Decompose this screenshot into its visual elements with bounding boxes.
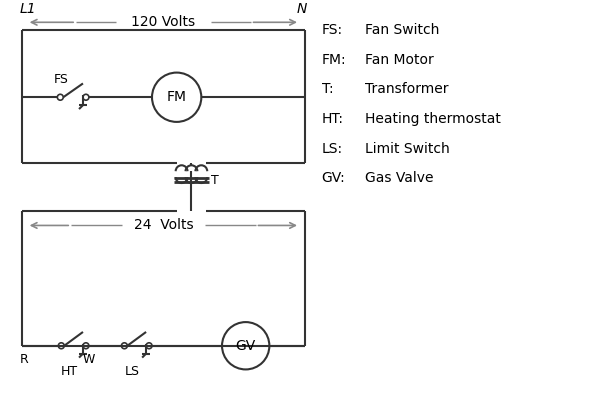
Text: FM:: FM: xyxy=(322,53,346,67)
Text: GV:: GV: xyxy=(322,171,345,185)
Text: FS:: FS: xyxy=(322,23,343,37)
Text: Fan Motor: Fan Motor xyxy=(365,53,434,67)
Text: HT:: HT: xyxy=(322,112,343,126)
Text: 24  Volts: 24 Volts xyxy=(133,218,193,232)
Text: Heating thermostat: Heating thermostat xyxy=(365,112,501,126)
Text: FS: FS xyxy=(54,73,68,86)
Text: Limit Switch: Limit Switch xyxy=(365,142,450,156)
Text: LS: LS xyxy=(124,365,140,378)
Text: GV: GV xyxy=(235,339,256,353)
Text: HT: HT xyxy=(61,365,78,378)
Text: FM: FM xyxy=(166,90,186,104)
Text: T: T xyxy=(211,174,219,186)
Text: L1: L1 xyxy=(20,2,37,16)
Text: LS:: LS: xyxy=(322,142,343,156)
Text: W: W xyxy=(83,353,95,366)
Text: T:: T: xyxy=(322,82,333,96)
Text: N: N xyxy=(297,2,307,16)
Text: 120 Volts: 120 Volts xyxy=(132,15,195,29)
Text: Gas Valve: Gas Valve xyxy=(365,171,434,185)
Text: Fan Switch: Fan Switch xyxy=(365,23,440,37)
Text: R: R xyxy=(19,353,28,366)
Text: Transformer: Transformer xyxy=(365,82,448,96)
